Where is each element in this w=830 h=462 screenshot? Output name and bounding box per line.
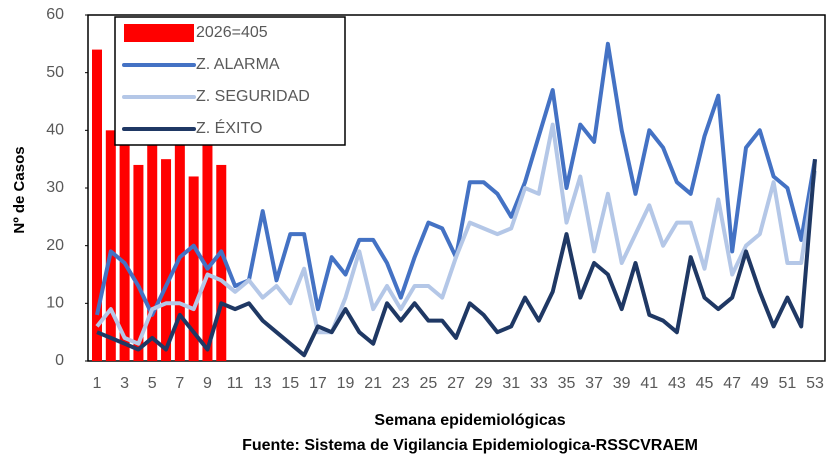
x-tick-label: 29 [475, 375, 493, 392]
y-tick-label: 40 [46, 122, 64, 139]
bar [119, 136, 130, 361]
x-tick-label: 3 [120, 375, 129, 392]
bar [216, 164, 227, 361]
x-tick-label: 23 [392, 375, 410, 392]
x-tick-label: 53 [806, 375, 824, 392]
y-axis-title: Nº de Casos [11, 146, 28, 233]
x-tick-label: 17 [309, 375, 327, 392]
x-tick-label: 19 [337, 375, 355, 392]
x-tick-label: 37 [585, 375, 603, 392]
bar [174, 141, 185, 361]
x-axis-title: Semana epidemiológicas [374, 412, 565, 429]
y-tick-label: 60 [46, 6, 64, 23]
x-tick-label: 45 [696, 375, 714, 392]
bar [105, 130, 116, 361]
x-tick-label: 51 [778, 375, 796, 392]
bar [133, 164, 144, 361]
bar [147, 141, 158, 361]
legend-label: Z. ALARMA [196, 56, 280, 73]
bar [202, 136, 213, 361]
bar [188, 176, 199, 361]
y-tick-label: 10 [46, 295, 64, 312]
x-tick-label: 15 [281, 375, 299, 392]
legend-label: 2026=405 [196, 24, 268, 41]
y-tick-label: 30 [46, 179, 64, 196]
legend-label: Z. ÉXITO [196, 118, 262, 137]
bar [92, 49, 102, 361]
y-tick-label: 50 [46, 64, 64, 81]
y-tick-label: 0 [55, 352, 64, 369]
x-tick-label: 21 [364, 375, 382, 392]
x-tick-label: 33 [530, 375, 548, 392]
x-tick-label: 31 [502, 375, 520, 392]
legend-label: Z. SEGURIDAD [196, 88, 310, 105]
x-tick-label: 5 [148, 375, 157, 392]
source-note: Fuente: Sistema de Vigilancia Epidemiolo… [242, 437, 698, 454]
x-tick-label: 43 [668, 375, 686, 392]
x-tick-label: 9 [203, 375, 212, 392]
line [96, 159, 817, 358]
x-tick-label: 39 [613, 375, 631, 392]
x-tick-label: 1 [93, 375, 102, 392]
x-tick-label: 11 [227, 375, 244, 392]
legend-swatch [124, 24, 194, 42]
x-tick-label: 25 [419, 375, 437, 392]
x-tick-label: 49 [751, 375, 769, 392]
x-tick-label: 27 [447, 375, 465, 392]
y-tick-label: 20 [46, 237, 64, 254]
x-tick-label: 13 [254, 375, 272, 392]
bar [161, 159, 172, 361]
x-tick-label: 35 [558, 375, 576, 392]
x-tick-label: 7 [175, 375, 184, 392]
line [95, 122, 817, 346]
x-tick-label: 41 [640, 375, 658, 392]
x-tick-label: 47 [723, 375, 741, 392]
